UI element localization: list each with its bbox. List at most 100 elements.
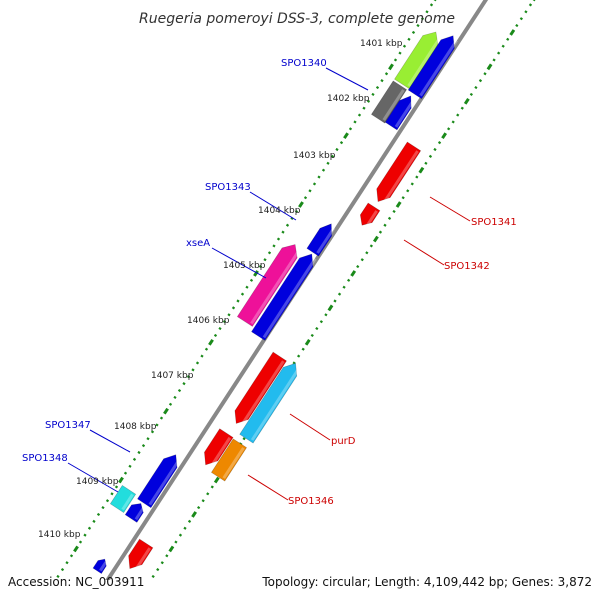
inner-tick [236,299,240,303]
inner-tick [168,402,173,406]
outer-tick [165,554,169,558]
label-spo1340[interactable]: SPO1340 [281,58,327,69]
outer-tick [406,189,410,193]
gene-xsea-shine [250,248,301,325]
inner-tick [137,450,141,455]
inner-tick [65,561,69,565]
inner-tick [83,533,87,537]
label-spo1343-leader [249,191,297,221]
outer-tick [456,113,460,117]
inner-tick [92,519,96,523]
inner-tick [384,72,389,76]
label-spo1348-leader [67,462,119,493]
kbp-1408: 1408 kbp [114,422,157,432]
gene-labels: SPO1340 SPO1343 xseA SPO1347 SPO1348 SPO1341 S… [22,58,517,507]
inner-tick [398,51,402,55]
outer-tick [387,216,392,220]
gene-purd-red [234,351,287,424]
gene-spo1346-shine [222,447,245,479]
inner-tick [87,526,92,530]
gene-spo1347-shine [148,458,181,506]
outer-tick [486,63,493,71]
outer-tick [187,519,192,523]
outer-tick [210,485,214,489]
gene-spo1348-shine [121,493,134,511]
topology-text: Topology: circular; Length: 4,109,442 bp… [261,575,592,589]
inner-tick [132,457,137,461]
label-xsea[interactable]: xseA [186,238,210,249]
inner-tick [177,388,182,393]
inner-tick [78,540,83,544]
inner-tick [433,0,437,2]
label-spo1341[interactable]: SPO1341 [471,217,517,228]
outer-tick [191,511,197,518]
inner-tick [110,492,114,496]
tick-track-outer [151,0,536,579]
outer-tick [369,244,373,248]
inner-tick [245,285,249,289]
outer-tick [492,58,496,62]
outer-tick [433,147,437,152]
tick-track-inner [48,0,437,591]
outer-tick [392,209,396,214]
gene-blue-top-shine [419,39,458,97]
inner-tick [388,63,394,71]
inner-tick [200,354,204,358]
kbp-1402: 1402 kbp [327,94,370,104]
inner-tick [48,589,49,591]
gene-red-bottom-shine [107,591,119,600]
outer-tick [410,182,414,186]
outer-tick [197,506,201,510]
inner-tick [308,189,312,193]
inner-tick [312,182,317,186]
inner-tick [335,147,339,152]
inner-tick [186,375,191,379]
outer-tick [506,37,510,41]
inner-tick [353,120,357,124]
gene-spo1342 [359,202,381,226]
gene-purd-cyan [239,362,298,444]
outer-tick [463,97,470,105]
outer-tick [333,299,337,303]
gene-blue-1410-shine [99,561,108,572]
inner-tick [191,368,195,372]
inner-tick [366,99,371,103]
label-spo1347[interactable]: SPO1347 [45,420,91,431]
inner-tick [303,196,308,200]
outer-tick [483,72,487,76]
inner-tick [343,132,349,140]
label-spo1348[interactable]: SPO1348 [22,453,68,464]
outer-tick [327,304,334,312]
inner-tick [155,423,159,427]
inner-tick [150,430,155,434]
inner-tick [402,44,407,48]
inner-tick [393,58,398,62]
kbp-1401: 1401 kbp [360,39,403,49]
inner-tick [96,512,101,517]
label-purd[interactable]: purD [331,436,356,447]
outer-tick [451,120,455,124]
gene-blue-1405-shine [262,257,317,339]
inner-tick [425,10,429,14]
outer-tick [469,92,473,96]
gene-spo1342-shine [365,210,378,227]
gene-red-1410 [128,538,154,570]
label-spo1342[interactable]: SPO1342 [444,261,490,272]
label-spo1343[interactable]: SPO1343 [205,182,251,193]
inner-tick [371,92,375,96]
inner-tick [253,270,259,277]
label-spo1346[interactable]: SPO1346 [288,496,334,507]
inner-tick [321,168,326,172]
inner-tick [146,437,150,441]
outer-tick [524,10,528,14]
inner-tick [339,141,344,145]
inner-tick [272,244,276,248]
scale-labels: 1401 kbp 1402 kbp 1403 kbp 1404 kbp 1405 kbp… [38,39,403,540]
outer-tick [441,132,447,140]
inner-tick [317,175,321,179]
inner-tick [330,154,335,158]
inner-tick [73,545,79,553]
label-spo1346-leader [247,474,289,501]
outer-tick [347,278,351,282]
